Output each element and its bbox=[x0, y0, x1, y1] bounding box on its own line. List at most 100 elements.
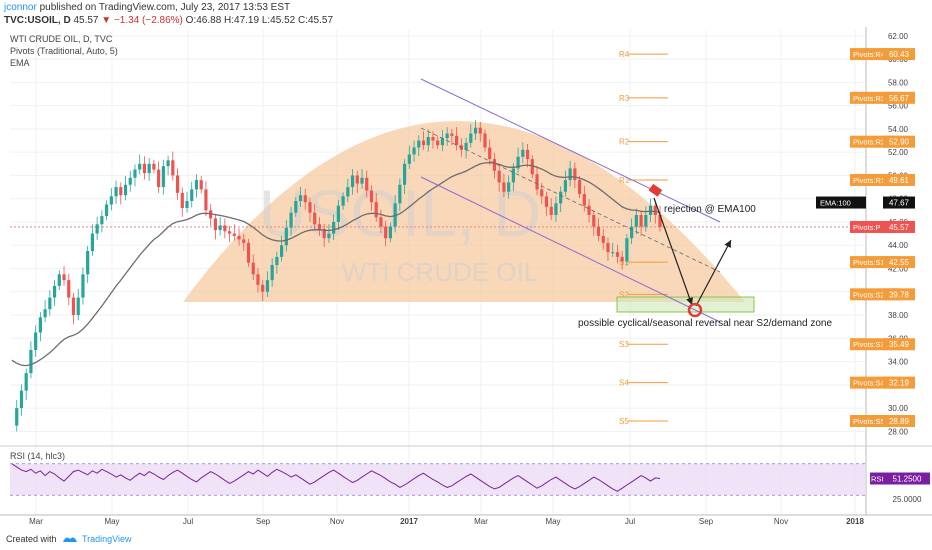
candle-body bbox=[232, 233, 236, 236]
candle-body bbox=[601, 235, 605, 243]
candle-body bbox=[421, 140, 426, 146]
candle-body bbox=[185, 201, 189, 208]
rsi-value-box bbox=[884, 472, 930, 485]
candle-body bbox=[303, 195, 307, 203]
candle-body bbox=[587, 205, 591, 215]
rejection-note: rejection @ EMA100 bbox=[664, 204, 756, 215]
pivot-value-text: 28.89 bbox=[889, 417, 910, 426]
candle-body bbox=[440, 138, 445, 146]
candle-body bbox=[256, 274, 260, 285]
channel-lower bbox=[420, 176, 721, 323]
candle-body bbox=[455, 135, 459, 146]
pivot-value-box bbox=[883, 220, 915, 233]
candle-body bbox=[251, 262, 255, 275]
rsi-axis-label: RSI bbox=[871, 475, 884, 484]
pivot-label: R4 bbox=[619, 50, 630, 59]
candle-body bbox=[280, 245, 284, 257]
price-tick-label: 42.00 bbox=[888, 264, 909, 273]
time-tick-label: Mar bbox=[29, 517, 43, 526]
candle-body bbox=[407, 154, 411, 164]
pivot-value-text: 45.57 bbox=[889, 223, 910, 232]
pivot-value-text: 60.43 bbox=[889, 50, 910, 59]
candle-body bbox=[100, 216, 104, 225]
candle-body bbox=[270, 265, 274, 281]
candle-body bbox=[393, 203, 397, 227]
last-price: 45.57 bbox=[73, 15, 99, 26]
candle-body bbox=[379, 217, 383, 227]
time-tick-label: May bbox=[104, 517, 119, 526]
candle-body bbox=[76, 297, 80, 316]
pivot-value-box bbox=[883, 91, 915, 104]
candle-body bbox=[658, 214, 662, 227]
pivot-value-text: 35.49 bbox=[889, 340, 910, 349]
price-tick-label: 30.00 bbox=[888, 404, 909, 413]
indicator-rsi: RSI (14, hlc3) bbox=[10, 451, 66, 461]
pivot-label: S1 bbox=[619, 258, 629, 267]
candle-body bbox=[644, 214, 648, 227]
candle-body bbox=[488, 147, 492, 160]
price-tick-label: 38.00 bbox=[888, 311, 909, 320]
candle-body bbox=[86, 251, 90, 275]
rsi-tick-label: 25.0000 bbox=[893, 495, 922, 504]
pivot-axis-text: Pivots:S4 bbox=[853, 379, 885, 388]
rsi-axis-tag bbox=[870, 472, 884, 485]
indicator-ema: EMA bbox=[10, 58, 30, 68]
time-tick-label: Jul bbox=[183, 517, 193, 526]
candle-body bbox=[507, 182, 511, 192]
candle-body bbox=[625, 238, 629, 262]
time-axis[interactable]: Mar May Jul Sep Nov 2017 Mar May Jul Sep Nov 2018 bbox=[0, 514, 932, 526]
candle-body bbox=[502, 182, 506, 192]
candle-body bbox=[294, 201, 298, 213]
candle-body bbox=[298, 195, 303, 202]
candle-body bbox=[473, 127, 478, 134]
candle-body bbox=[157, 169, 161, 188]
candle-body bbox=[265, 280, 270, 292]
price-tick-label: 34.00 bbox=[888, 358, 909, 367]
tradingview-link[interactable]: TradingView bbox=[82, 534, 132, 544]
candle-body bbox=[194, 180, 199, 190]
candle-body bbox=[549, 206, 553, 215]
pivot-value-box bbox=[883, 376, 915, 389]
rsi-pane: RSI 51.2500 25.0000 bbox=[0, 445, 932, 504]
pivot-axis-text: Pivots:R4 bbox=[853, 50, 885, 59]
candle-body bbox=[308, 202, 312, 213]
candle-body bbox=[322, 228, 326, 239]
price-tick-label: 44.00 bbox=[888, 241, 909, 250]
price-tick-label: 54.00 bbox=[888, 125, 909, 134]
reversal-marker bbox=[687, 302, 703, 318]
pivot-label: S4 bbox=[619, 379, 629, 388]
candle-body bbox=[62, 274, 66, 281]
candle-body bbox=[43, 309, 47, 318]
created-with: Created with bbox=[6, 534, 57, 544]
candle-body bbox=[540, 189, 544, 197]
candle-body bbox=[52, 285, 57, 298]
tradingview-logo-icon bbox=[63, 537, 77, 542]
candle-body bbox=[161, 166, 165, 188]
candle-body bbox=[417, 140, 421, 148]
candle-body bbox=[450, 133, 454, 136]
candle-body bbox=[568, 168, 572, 181]
author-link[interactable]: jconnor bbox=[4, 2, 37, 13]
candle-body bbox=[29, 349, 33, 374]
candle-body bbox=[436, 140, 440, 146]
ema-axis-text: EMA:100 bbox=[820, 199, 851, 208]
price-axis[interactable]: 62.0060.0058.0056.0054.0052.0050.0048.00… bbox=[816, 27, 915, 515]
candle-body bbox=[142, 163, 147, 174]
candle-body bbox=[199, 180, 203, 190]
candle-body bbox=[119, 187, 123, 196]
ticker: TVC:USOIL, D bbox=[4, 15, 71, 26]
price-chart[interactable]: USOIL, D WTI CRUDE OIL R4R3R2R1S1S2S3S4S… bbox=[0, 0, 932, 530]
candle-body bbox=[284, 227, 288, 246]
publish-line: jconnor published on TradingView.com, Ju… bbox=[4, 2, 290, 13]
price-tick-label: 58.00 bbox=[888, 78, 909, 87]
candle-body bbox=[648, 205, 653, 215]
candle-body bbox=[426, 137, 430, 146]
ohlc-values: O:46.88 H:47.19 L:45.52 C:45.57 bbox=[185, 15, 334, 26]
pivot-value-text: 32.19 bbox=[889, 379, 910, 388]
pivot-value-box bbox=[883, 256, 915, 269]
time-tick-label: Sep bbox=[699, 517, 714, 526]
candle-body bbox=[313, 212, 317, 225]
candle-body bbox=[81, 274, 85, 298]
ema-value-box bbox=[883, 196, 915, 209]
candle-body bbox=[109, 196, 113, 205]
